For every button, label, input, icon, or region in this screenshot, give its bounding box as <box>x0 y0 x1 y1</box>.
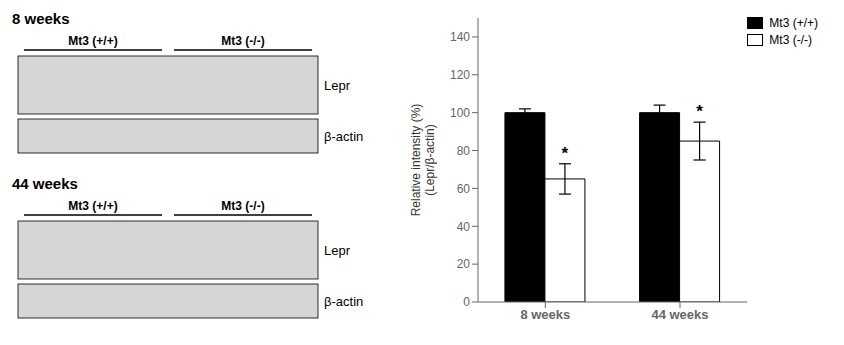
svg-text:*: * <box>562 144 569 163</box>
svg-text:β-actin: β-actin <box>324 129 363 144</box>
svg-text:44 weeks: 44 weeks <box>12 175 78 192</box>
svg-text:100: 100 <box>450 106 470 120</box>
svg-text:8 weeks: 8 weeks <box>12 10 70 27</box>
svg-text:40: 40 <box>457 220 471 234</box>
svg-text:20: 20 <box>457 257 471 271</box>
svg-text:8 weeks: 8 weeks <box>520 307 570 322</box>
svg-text:44 weeks: 44 weeks <box>651 307 708 322</box>
svg-text:120: 120 <box>450 68 470 82</box>
svg-text:Mt3 (-/-): Mt3 (-/-) <box>221 34 264 48</box>
svg-text:*: * <box>696 102 703 121</box>
svg-text:Mt3 (+/+): Mt3 (+/+) <box>68 34 117 48</box>
svg-text:Relative intensity (%)(Lepr/β-: Relative intensity (%)(Lepr/β-actin) <box>409 104 437 217</box>
html-text:Mt3 (+/+): Mt3 (+/+) <box>769 16 818 30</box>
svg-text:60: 60 <box>457 182 471 196</box>
svg-text:β-actin: β-actin <box>324 294 363 309</box>
svg-text:Mt3 (-/-): Mt3 (-/-) <box>221 199 264 213</box>
svg-text:Lepr: Lepr <box>324 243 351 258</box>
svg-text:Lepr: Lepr <box>324 78 351 93</box>
svg-text:140: 140 <box>450 30 470 44</box>
html-text:Mt3 (-/-): Mt3 (-/-) <box>769 33 812 47</box>
svg-text:Mt3 (+/+): Mt3 (+/+) <box>68 199 117 213</box>
svg-text:80: 80 <box>457 144 471 158</box>
svg-text:0: 0 <box>463 295 470 309</box>
